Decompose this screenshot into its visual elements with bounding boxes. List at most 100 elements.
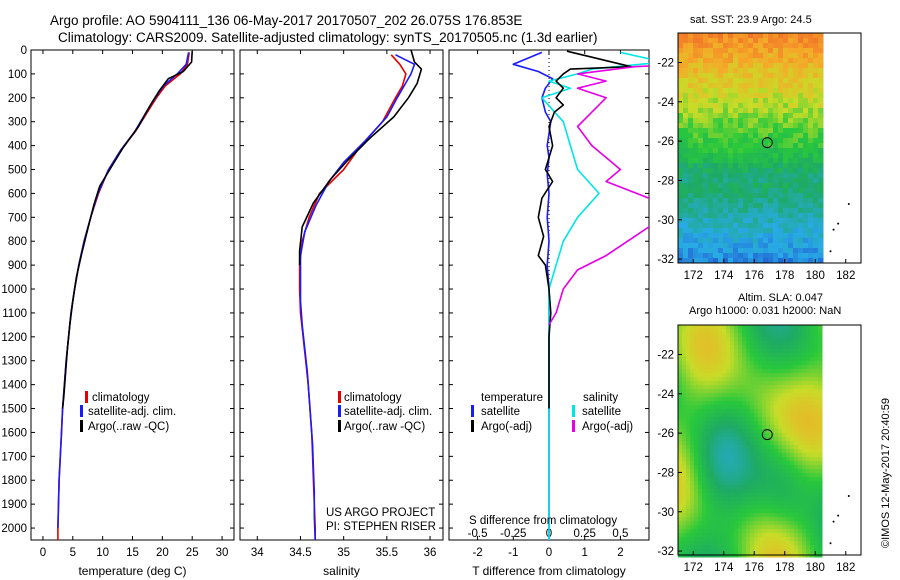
map-cell — [766, 345, 771, 350]
map-cell — [783, 73, 789, 79]
map-cell — [682, 453, 687, 458]
map-cell — [718, 173, 724, 179]
map-cell — [742, 457, 747, 462]
map-cell — [813, 143, 819, 149]
map-cell — [748, 233, 754, 239]
map-cell — [682, 529, 687, 534]
map-cell — [753, 218, 759, 224]
map-cell — [688, 43, 694, 49]
map-cell — [782, 545, 787, 550]
map-cell — [688, 193, 694, 199]
map-cell — [708, 48, 714, 54]
map-cell — [702, 397, 707, 402]
map-cell — [690, 405, 695, 410]
map-cell — [703, 228, 709, 234]
map-cell — [678, 529, 683, 534]
map-cell — [698, 413, 703, 418]
lat-tick-label: -24 — [657, 97, 674, 109]
map-cell — [686, 481, 691, 486]
map-cell — [722, 369, 727, 374]
map-cell — [790, 361, 795, 366]
map-cell — [718, 409, 723, 414]
map-cell — [723, 113, 729, 119]
map-cell — [802, 533, 807, 538]
map-cell — [678, 193, 684, 199]
map-cell — [718, 208, 724, 214]
map-cell — [786, 373, 791, 378]
map-cell — [763, 253, 769, 259]
map-cell — [803, 258, 809, 264]
map-cell — [742, 493, 747, 498]
map-cell — [750, 361, 755, 366]
map-cell — [782, 453, 787, 458]
map-cell — [714, 389, 719, 394]
sla-map-title-1: Altim. SLA: 0.047 — [738, 292, 823, 304]
map-cell — [808, 208, 814, 214]
map-cell — [698, 233, 704, 239]
map-cell — [814, 465, 819, 470]
map-cell — [708, 143, 714, 149]
map-cell — [818, 345, 823, 350]
map-cell — [798, 33, 804, 39]
map-cell — [802, 385, 807, 390]
map-cell — [702, 481, 707, 486]
map-cell — [758, 485, 763, 490]
map-cell — [722, 461, 727, 466]
map-cell — [714, 461, 719, 466]
map-cell — [798, 203, 804, 209]
map-cell — [818, 98, 824, 104]
map-cell — [762, 337, 767, 342]
map-cell — [762, 493, 767, 498]
map-cell — [758, 258, 764, 264]
map-cell — [770, 421, 775, 426]
map-cell — [698, 397, 703, 402]
map-cell — [762, 485, 767, 490]
map-cell — [690, 377, 695, 382]
map-cell — [794, 345, 799, 350]
map-cell — [750, 381, 755, 386]
map-cell — [694, 397, 699, 402]
island-marker — [847, 203, 850, 206]
map-cell — [688, 243, 694, 249]
map-cell — [718, 549, 723, 554]
map-cell — [778, 473, 783, 478]
map-cell — [762, 437, 767, 442]
map-cell — [790, 465, 795, 470]
map-cell — [802, 337, 807, 342]
map-cell — [726, 493, 731, 498]
map-cell — [782, 441, 787, 446]
map-cell — [806, 457, 811, 462]
map-cell — [778, 143, 784, 149]
map-cell — [798, 218, 804, 224]
map-cell — [770, 501, 775, 506]
map-cell — [743, 178, 749, 184]
map-cell — [686, 533, 691, 538]
map-cell — [718, 337, 723, 342]
map-cell — [742, 421, 747, 426]
map-cell — [802, 445, 807, 450]
map-cell — [758, 481, 763, 486]
map-cell — [766, 445, 771, 450]
map-cell — [718, 417, 723, 422]
map-cell — [722, 373, 727, 378]
map-cell — [814, 345, 819, 350]
map-cell — [702, 333, 707, 338]
map-cell — [714, 341, 719, 346]
map-cell — [694, 349, 699, 354]
map-cell — [678, 243, 684, 249]
map-cell — [783, 143, 789, 149]
map-cell — [763, 198, 769, 204]
map-cell — [714, 337, 719, 342]
map-cell — [710, 441, 715, 446]
map-cell — [686, 545, 691, 550]
map-cell — [818, 228, 824, 234]
map-cell — [773, 258, 779, 264]
map-cell — [683, 183, 689, 189]
map-cell — [694, 389, 699, 394]
map-cell — [798, 233, 804, 239]
map-cell — [773, 78, 779, 84]
map-cell — [702, 389, 707, 394]
map-cell — [782, 389, 787, 394]
map-cell — [753, 208, 759, 214]
map-cell — [718, 188, 724, 194]
